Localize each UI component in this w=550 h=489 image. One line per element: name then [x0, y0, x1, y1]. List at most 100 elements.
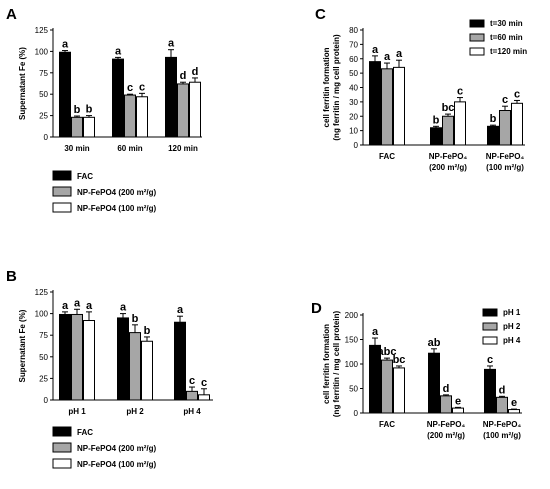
bar [177, 83, 189, 138]
y-tick-label: 75 [39, 69, 48, 78]
significance-label: a [86, 300, 93, 312]
legend-label: NP-FePO4 (100 m²/g) [77, 204, 156, 213]
panel-label-a: A [6, 6, 17, 23]
bar [484, 368, 496, 414]
x-tick-label: 120 min [168, 144, 198, 153]
legend-entry: pH 1 [482, 308, 521, 317]
legend-entry: t=30 min [469, 19, 523, 28]
y-tick-label: 0 [44, 396, 49, 405]
bar [442, 115, 454, 146]
significance-label: c [514, 88, 520, 100]
bar [454, 101, 466, 146]
bar [129, 332, 141, 401]
significance-label: a [115, 45, 122, 57]
y-tick-label: 75 [39, 331, 48, 340]
bar [511, 102, 523, 146]
legend-swatch [52, 202, 72, 213]
x-tick-label: 60 min [117, 144, 142, 153]
y-tick-label: 0 [354, 141, 359, 150]
panel-d: D 0 50 100 150 200 cell ferritin formation(ng … [311, 300, 522, 440]
y-tick-label: 50 [39, 90, 48, 99]
bar [83, 116, 95, 138]
legend-swatch [52, 458, 72, 469]
legend-entry: NP-FePO4 (100 m²/g) [52, 202, 156, 213]
y-tick-label: 0 [44, 133, 49, 142]
significance-label: b [490, 113, 497, 125]
y-tick-label: 20 [349, 112, 358, 121]
bar [508, 409, 520, 414]
x-tick-label: pH 4 [183, 407, 201, 416]
bar [59, 51, 71, 138]
x-tick-label: NP-FePO₄ (100 m²/g) [486, 152, 525, 172]
legend-entry: NP-FePO4 (100 m²/g) [52, 458, 156, 469]
bar [487, 125, 499, 146]
y-tick-label: 125 [35, 288, 49, 297]
significance-label: bc [393, 354, 406, 366]
y-tick-label: 50 [349, 385, 358, 394]
significance-label: d [499, 384, 506, 396]
significance-label: e [511, 397, 517, 409]
legend-label: FAC [77, 428, 93, 437]
significance-label: d [443, 383, 450, 395]
significance-label: abc [378, 346, 397, 358]
legend-swatch [52, 186, 72, 197]
significance-label: c [139, 81, 145, 93]
legend-swatch [52, 170, 72, 181]
x-tick-label: FAC [379, 420, 395, 429]
bar [430, 127, 442, 146]
bar [428, 352, 440, 414]
bar [381, 68, 393, 146]
bar [499, 110, 511, 146]
legend-entry: NP-FePO4 (200 m²/g) [52, 186, 156, 197]
panel-label-b: B [6, 268, 17, 285]
legend-entry: pH 4 [482, 336, 521, 345]
significance-label: a [62, 300, 69, 312]
bar [496, 396, 508, 414]
bar [117, 317, 129, 401]
bar [393, 66, 405, 146]
significance-label: a [74, 297, 81, 309]
significance-label: bc [442, 102, 455, 114]
legend-entry: FAC [52, 170, 93, 181]
x-tick-label: FAC [379, 152, 395, 161]
y-tick-label: 0 [354, 409, 359, 418]
panel-label-c: C [315, 6, 326, 23]
panel-label-d: D [311, 300, 322, 317]
legend-label: FAC [77, 172, 93, 181]
significance-label: c [201, 377, 207, 389]
legend-entry: t=120 min [469, 47, 527, 56]
significance-label: a [120, 302, 127, 314]
legend-entry: NP-FePO4 (200 m²/g) [52, 442, 156, 453]
y-tick-label: 50 [39, 353, 48, 362]
significance-label: b [433, 114, 440, 126]
bar [59, 313, 71, 401]
legend-label: t=120 min [490, 47, 527, 56]
significance-label: e [455, 395, 461, 407]
significance-label: a [62, 39, 69, 51]
x-tick-label: 30 min [64, 144, 89, 153]
legend-swatch [52, 442, 72, 453]
x-tick-label: NP-FePO₄ (200 m²/g) [427, 420, 466, 440]
x-tick-label: pH 2 [126, 407, 144, 416]
significance-label: a [396, 48, 403, 60]
bar [174, 321, 186, 401]
bar [198, 394, 210, 401]
legend-label: NP-FePO4 (200 m²/g) [77, 188, 156, 197]
significance-label: a [372, 44, 379, 56]
x-tick-label: pH 1 [68, 407, 86, 416]
significance-label: b [86, 104, 93, 116]
y-tick-label: 80 [349, 26, 358, 35]
bar [112, 58, 124, 138]
y-axis-label: cell ferritin formation(ng ferritin / mg… [322, 311, 341, 418]
x-tick-label: NP-FePO₄ (100 m²/g) [483, 420, 522, 440]
significance-label: a [177, 304, 184, 316]
legend-label: NP-FePO4 (100 m²/g) [77, 460, 156, 469]
y-tick-label: 10 [349, 127, 358, 136]
bar [71, 116, 83, 138]
significance-label: b [74, 104, 81, 116]
bar [186, 390, 198, 401]
bar [71, 313, 83, 401]
significance-label: a [384, 51, 391, 63]
